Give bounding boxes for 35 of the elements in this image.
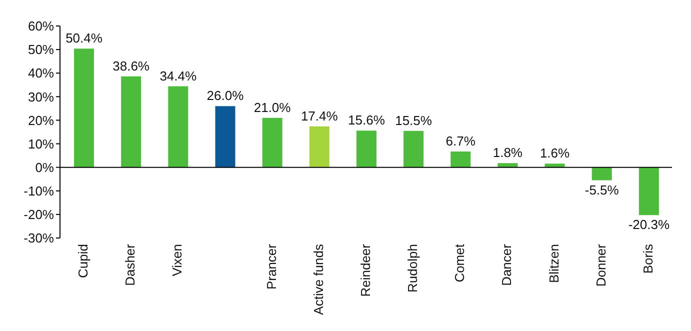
x-tick-label: Active funds xyxy=(310,244,326,315)
x-tick-label: Boris xyxy=(640,244,656,274)
y-tick-label: 20% xyxy=(28,112,54,128)
data-label: 17.4% xyxy=(300,108,338,124)
data-label: 50.4% xyxy=(66,30,103,46)
y-tick-label: 30% xyxy=(28,89,54,104)
x-tick-label: Reindeer xyxy=(358,243,373,297)
y-tick-label: 10% xyxy=(28,136,54,152)
data-label: 34.4% xyxy=(160,68,198,84)
y-tick-label: -30% xyxy=(24,230,54,246)
data-label: -20.3% xyxy=(628,217,670,232)
data-label: 26.0% xyxy=(206,88,244,104)
y-tick-label: -20% xyxy=(24,207,54,222)
x-tick-label: Dancer xyxy=(499,243,514,286)
data-label: 21.0% xyxy=(254,100,292,115)
x-tick-label: Rudolph xyxy=(405,244,420,292)
y-tick-label: 60% xyxy=(28,18,54,34)
data-label: 15.5% xyxy=(395,112,432,128)
x-tick-label: Blitzen xyxy=(546,244,562,284)
x-tick-label: Donner xyxy=(593,243,608,287)
x-tick-label: Cupid xyxy=(76,244,91,278)
y-tick-label: 40% xyxy=(28,66,54,81)
x-tick-label: Prancer xyxy=(264,243,279,290)
data-label: 1.8% xyxy=(492,145,523,160)
data-label: -5.5% xyxy=(584,182,620,198)
data-label: 38.6% xyxy=(112,58,150,74)
y-tick-label: -10% xyxy=(24,184,54,199)
x-tick-label: Vixen xyxy=(170,244,185,276)
x-tick-label: Comet xyxy=(452,244,468,282)
data-label: 6.7% xyxy=(446,134,476,149)
x-tick-label: Dasher xyxy=(122,243,138,286)
y-tick-label: 50% xyxy=(28,42,54,58)
data-label: 1.6% xyxy=(540,146,570,161)
y-tick-label: 0% xyxy=(35,160,54,175)
data-label: 15.6% xyxy=(348,112,386,128)
